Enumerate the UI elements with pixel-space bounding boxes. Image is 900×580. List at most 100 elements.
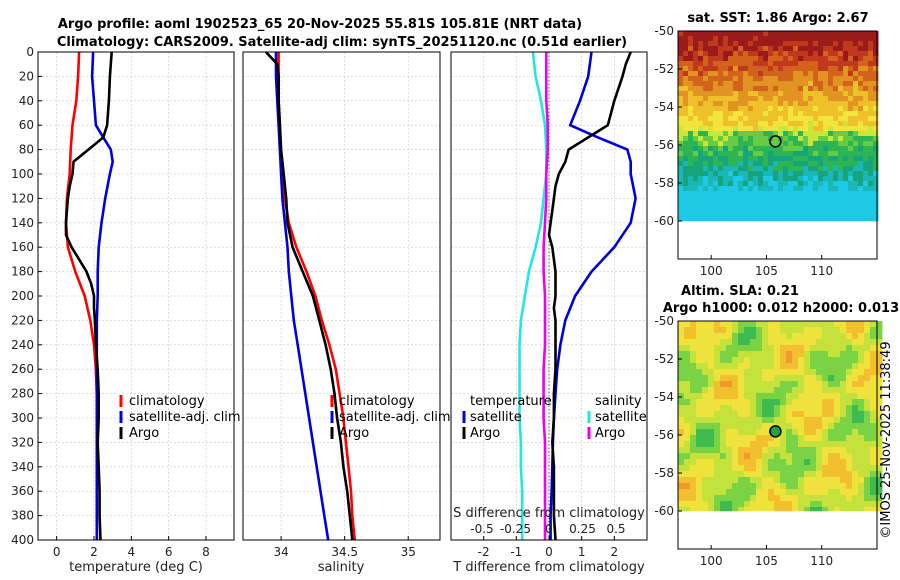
sla-cell — [684, 423, 691, 430]
sla-cell — [744, 405, 751, 412]
sst-cell — [693, 151, 699, 157]
sla-cell — [840, 345, 847, 352]
sla-cell — [720, 393, 727, 400]
sla-cell — [816, 501, 823, 508]
sla-cell — [720, 387, 727, 394]
sla-cell — [792, 483, 799, 490]
sla-cell — [786, 345, 793, 352]
sst-cell — [868, 171, 874, 177]
sst-cell — [728, 196, 734, 202]
sla-cell — [744, 321, 751, 328]
sla-cell — [708, 399, 715, 406]
sla-cell — [786, 357, 793, 364]
sst-cell — [693, 181, 699, 187]
sst-cell — [718, 176, 724, 182]
sst-cell — [833, 46, 839, 52]
sla-cell — [684, 459, 691, 466]
sst-cell — [683, 86, 689, 92]
sst-cell — [803, 91, 809, 97]
sla-cell — [756, 351, 763, 358]
sst-cell — [723, 111, 729, 117]
sst-cell — [793, 76, 799, 82]
sla-cell — [720, 459, 727, 466]
sst-cell — [808, 151, 814, 157]
sst-cell — [728, 201, 734, 207]
sla-cell — [834, 399, 841, 406]
sst-cell — [818, 171, 824, 177]
sst-cell — [748, 76, 754, 82]
sla-cell — [684, 447, 691, 454]
sst-cell — [733, 201, 739, 207]
sla-cell — [690, 465, 697, 472]
sla-cell — [828, 405, 835, 412]
sla-cell — [858, 399, 865, 406]
sst-cell — [818, 76, 824, 82]
sla-cell — [804, 429, 811, 436]
sst-cell — [678, 46, 684, 52]
sst-cell — [703, 191, 709, 197]
sst-cell — [813, 121, 819, 127]
sst-cell — [798, 151, 804, 157]
sla-map-panel: Altim. SLA: 0.21 Argo h1000: 0.012 h2000… — [654, 284, 899, 568]
sst-cell — [853, 161, 859, 167]
sla-cell — [774, 441, 781, 448]
sst-cell — [733, 31, 739, 37]
sst-cell — [713, 116, 719, 122]
sst-cell — [738, 216, 744, 222]
sst-cell — [738, 191, 744, 197]
sst-cell — [743, 211, 749, 217]
series-t-argo — [547, 51, 632, 541]
sla-cell — [768, 477, 775, 484]
salinity-legend: climatology satellite-adj. clim Argo — [330, 394, 451, 441]
sst-cell — [723, 91, 729, 97]
sst-cell — [678, 186, 684, 192]
sst-cell — [748, 206, 754, 212]
sla-cell — [792, 489, 799, 496]
sst-cell — [843, 126, 849, 132]
sst-cell — [713, 41, 719, 47]
sla-cell — [750, 447, 757, 454]
sst-cell — [783, 121, 789, 127]
sla-cell — [804, 453, 811, 460]
sst-cell — [738, 76, 744, 82]
sla-cell — [876, 459, 883, 466]
sla-cell — [834, 363, 841, 370]
sst-cell — [828, 166, 834, 172]
sst-cell — [778, 106, 784, 112]
sla-cell — [846, 459, 853, 466]
sla-cell — [870, 399, 877, 406]
sst-cell — [743, 31, 749, 37]
sst-cell — [698, 141, 704, 147]
sla-cell — [828, 465, 835, 472]
sst-cell — [708, 36, 714, 42]
sst-cell — [773, 31, 779, 37]
sst-cell — [873, 71, 879, 77]
sst-cell — [788, 56, 794, 62]
sla-cell — [696, 483, 703, 490]
sst-cell — [788, 146, 794, 152]
sst-cell — [753, 166, 759, 172]
sst-cell — [703, 71, 709, 77]
sst-cell — [778, 181, 784, 187]
sst-cell — [848, 161, 854, 167]
sst-cell — [738, 31, 744, 37]
sst-cell — [833, 71, 839, 77]
sla-cell — [762, 471, 769, 478]
sst-cell — [858, 86, 864, 92]
sst-cell — [748, 91, 754, 97]
sst-cell — [838, 191, 844, 197]
sst-cell — [693, 96, 699, 102]
sla-cell — [678, 465, 685, 472]
map-y-tick-label: -58 — [654, 466, 674, 480]
sst-cell — [678, 176, 684, 182]
y-tick-label: 0 — [26, 45, 34, 59]
sst-cell — [838, 31, 844, 37]
sst-cell — [858, 46, 864, 52]
sla-cell — [750, 495, 757, 502]
sst-cell — [698, 31, 704, 37]
sla-cell — [720, 351, 727, 358]
sla-cell — [690, 321, 697, 328]
sla-cell — [852, 435, 859, 442]
sla-cell — [684, 507, 691, 512]
sst-cell — [833, 176, 839, 182]
